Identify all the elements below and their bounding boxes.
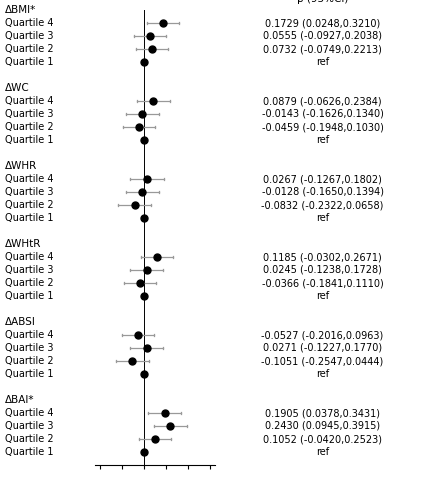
Text: 0.1185 (-0.0302,0.2671): 0.1185 (-0.0302,0.2671): [263, 252, 382, 262]
Text: ref: ref: [316, 213, 329, 223]
Text: Quartile 2: Quartile 2: [5, 44, 53, 54]
Text: Quartile 2: Quartile 2: [5, 356, 53, 366]
Text: ΔBMI*: ΔBMI*: [5, 5, 36, 15]
Text: Quartile 3: Quartile 3: [5, 421, 53, 431]
Text: -0.0128 (-0.1650,0.1394): -0.0128 (-0.1650,0.1394): [261, 187, 384, 197]
Text: ref: ref: [316, 447, 329, 457]
Text: 0.1052 (-0.0420,0.2523): 0.1052 (-0.0420,0.2523): [263, 434, 382, 444]
Text: Quartile 2: Quartile 2: [5, 122, 53, 132]
Text: Quartile 4: Quartile 4: [5, 330, 53, 340]
Text: Quartile 1: Quartile 1: [5, 135, 53, 145]
Text: 0.0271 (-0.1227,0.1770): 0.0271 (-0.1227,0.1770): [263, 343, 382, 353]
Text: Quartile 4: Quartile 4: [5, 408, 53, 418]
Text: Quartile 1: Quartile 1: [5, 369, 53, 379]
Text: 0.2430 (0.0945,0.3915): 0.2430 (0.0945,0.3915): [265, 421, 380, 431]
Text: Quartile 2: Quartile 2: [5, 200, 53, 210]
Text: Quartile 3: Quartile 3: [5, 187, 53, 197]
Text: Quartile 1: Quartile 1: [5, 213, 53, 223]
Text: Quartile 1: Quartile 1: [5, 291, 53, 301]
Text: 0.1905 (0.0378,0.3431): 0.1905 (0.0378,0.3431): [265, 408, 380, 418]
Text: -0.0143 (-0.1626,0.1340): -0.0143 (-0.1626,0.1340): [261, 109, 384, 119]
Text: 0.0879 (-0.0626,0.2384): 0.0879 (-0.0626,0.2384): [263, 96, 382, 106]
Text: ΔWHR: ΔWHR: [5, 161, 37, 171]
Text: -0.0366 (-0.1841,0.1110): -0.0366 (-0.1841,0.1110): [261, 278, 384, 288]
Text: Quartile 4: Quartile 4: [5, 252, 53, 262]
Text: ref: ref: [316, 291, 329, 301]
Text: Quartile 3: Quartile 3: [5, 343, 53, 353]
Text: -0.0832 (-0.2322,0.0658): -0.0832 (-0.2322,0.0658): [261, 200, 384, 210]
Text: 0.1729 (0.0248,0.3210): 0.1729 (0.0248,0.3210): [265, 18, 380, 28]
Text: Quartile 1: Quartile 1: [5, 447, 53, 457]
Text: β (95%CI): β (95%CI): [297, 0, 348, 4]
Text: Quartile 4: Quartile 4: [5, 18, 53, 28]
Text: Quartile 2: Quartile 2: [5, 278, 53, 288]
Text: Quartile 2: Quartile 2: [5, 434, 53, 444]
Text: ref: ref: [316, 135, 329, 145]
Text: 0.0245 (-0.1238,0.1728): 0.0245 (-0.1238,0.1728): [263, 265, 382, 275]
Text: ΔWC: ΔWC: [5, 83, 30, 93]
Text: ΔABSI: ΔABSI: [5, 317, 36, 327]
Text: 0.0732 (-0.0749,0.2213): 0.0732 (-0.0749,0.2213): [263, 44, 382, 54]
Text: -0.1051 (-0.2547,0.0444): -0.1051 (-0.2547,0.0444): [261, 356, 384, 366]
Text: ΔWHtR: ΔWHtR: [5, 239, 41, 249]
Text: 0.0267 (-0.1267,0.1802): 0.0267 (-0.1267,0.1802): [263, 174, 382, 184]
Text: -0.0459 (-0.1948,0.1030): -0.0459 (-0.1948,0.1030): [261, 122, 384, 132]
Text: Quartile 4: Quartile 4: [5, 96, 53, 106]
Text: 0.0555 (-0.0927,0.2038): 0.0555 (-0.0927,0.2038): [263, 31, 382, 41]
Text: ΔBAI*: ΔBAI*: [5, 395, 34, 405]
Text: ref: ref: [316, 57, 329, 67]
Text: Quartile 4: Quartile 4: [5, 174, 53, 184]
Text: Quartile 3: Quartile 3: [5, 265, 53, 275]
Text: ref: ref: [316, 369, 329, 379]
Text: Quartile 3: Quartile 3: [5, 31, 53, 41]
Text: Quartile 1: Quartile 1: [5, 57, 53, 67]
Text: -0.0527 (-0.2016,0.0963): -0.0527 (-0.2016,0.0963): [261, 330, 384, 340]
Text: Quartile 3: Quartile 3: [5, 109, 53, 119]
